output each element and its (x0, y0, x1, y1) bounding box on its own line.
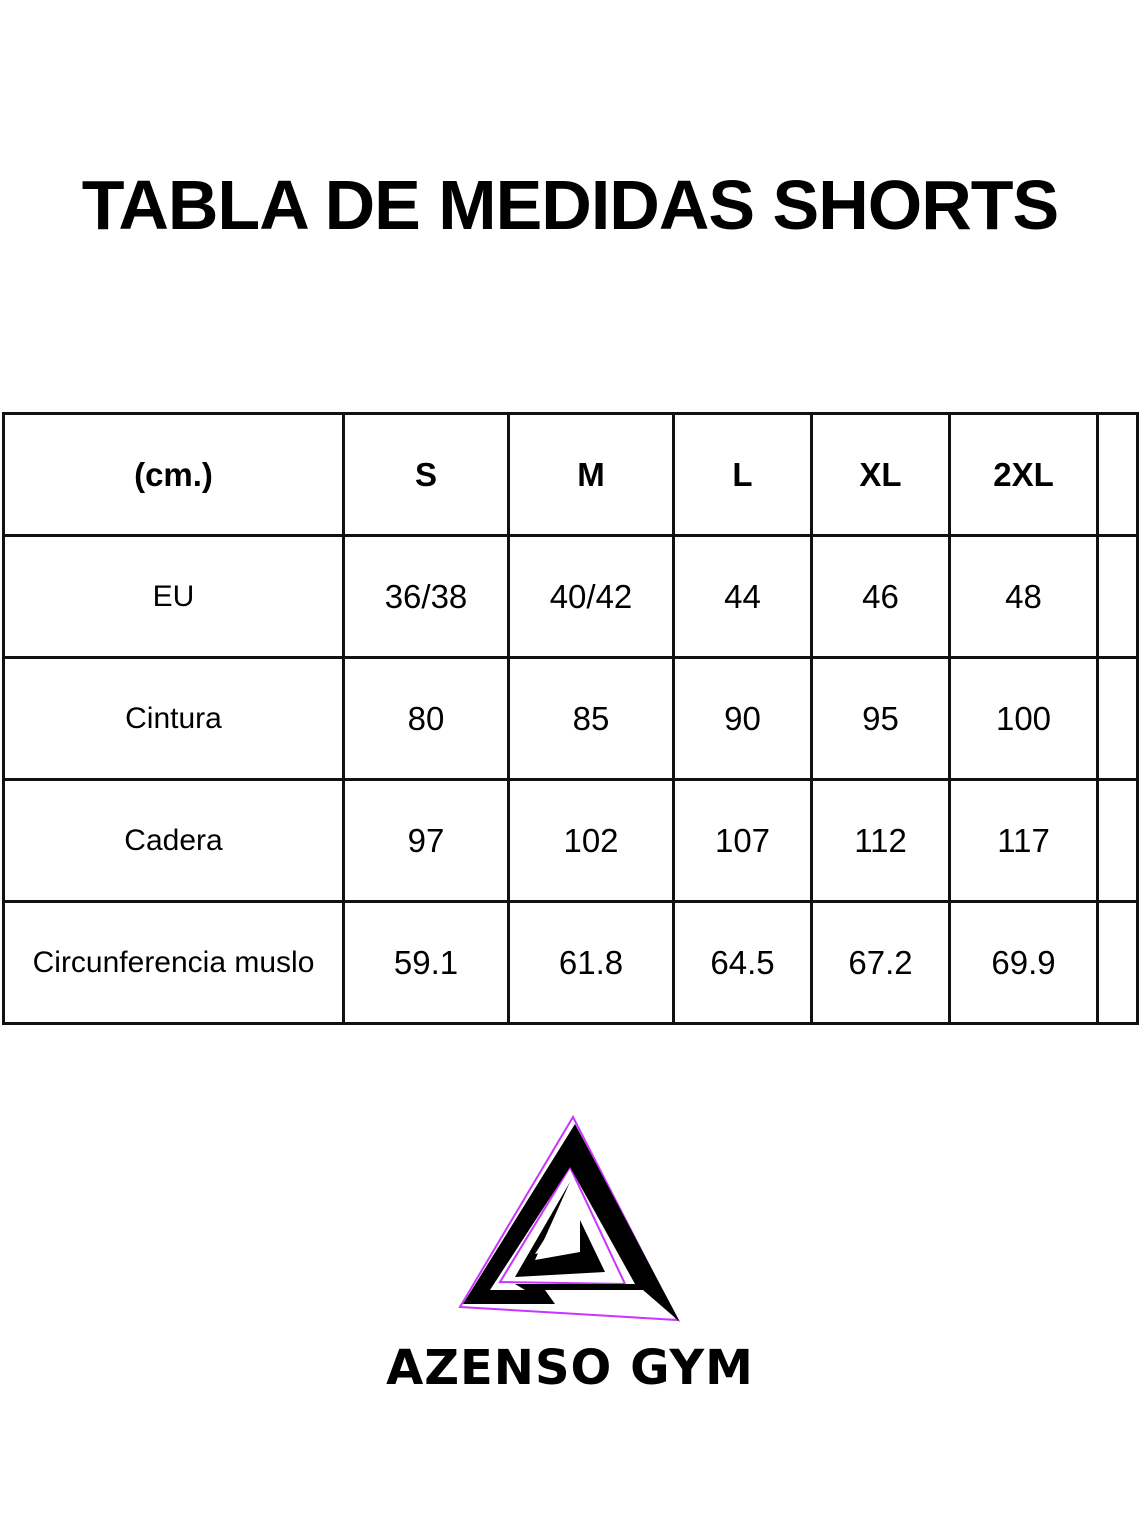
header-cell: 2XL (948, 412, 1099, 537)
table-row: Cadera 97 102 107 112 117 (2, 778, 1139, 903)
table-cell: 44 (672, 534, 813, 659)
table-cell: 64.5 (672, 900, 813, 1025)
table-cell: 69.9 (948, 900, 1099, 1025)
header-cell: XL (810, 412, 951, 537)
header-cell: M (507, 412, 675, 537)
table-cell: 67.2 (810, 900, 951, 1025)
brand-name: AZENSO GYM (386, 1340, 754, 1396)
table-cell: 90 (672, 656, 813, 781)
table-cell: 117 (948, 778, 1099, 903)
table-cell: 112 (810, 778, 951, 903)
row-label: EU (2, 534, 345, 659)
table-cell: 46 (810, 534, 951, 659)
table-cell: 80 (342, 656, 510, 781)
table-cell: 36/38 (342, 534, 510, 659)
header-cell: S (342, 412, 510, 537)
table-cell: 97 (342, 778, 510, 903)
table-row: Circunferencia muslo 59.1 61.8 64.5 67.2… (2, 900, 1139, 1025)
table-row: Cintura 80 85 90 95 100 (2, 656, 1139, 781)
table-cell: 102 (507, 778, 675, 903)
table-cell: 107 (672, 778, 813, 903)
header-cell: (cm.) (2, 412, 345, 537)
table-cell: 59.1 (342, 900, 510, 1025)
table-cell: 85 (507, 656, 675, 781)
row-label: Cadera (2, 778, 345, 903)
table-cell: 61.8 (507, 900, 675, 1025)
table-row: EU 36/38 40/42 44 46 48 (2, 534, 1139, 659)
page-title: TABLA DE MEDIDAS SHORTS (81, 166, 1059, 244)
table-cell (1096, 656, 1139, 781)
table-cell (1096, 900, 1139, 1025)
table-cell (1096, 778, 1139, 903)
table-cell: 48 (948, 534, 1099, 659)
table-cell: 40/42 (507, 534, 675, 659)
table-cell: 100 (948, 656, 1099, 781)
table-cell (1096, 534, 1139, 659)
row-label: Circunferencia muslo (2, 900, 345, 1025)
header-cell: L (672, 412, 813, 537)
size-table: (cm.) S M L XL 2XL EU 36/38 40/42 44 46 … (2, 412, 1139, 1025)
table-header-row: (cm.) S M L XL 2XL (2, 412, 1139, 537)
triangle-logo-icon (458, 1114, 680, 1322)
header-cell (1096, 412, 1139, 537)
row-label: Cintura (2, 656, 345, 781)
table-cell: 95 (810, 656, 951, 781)
